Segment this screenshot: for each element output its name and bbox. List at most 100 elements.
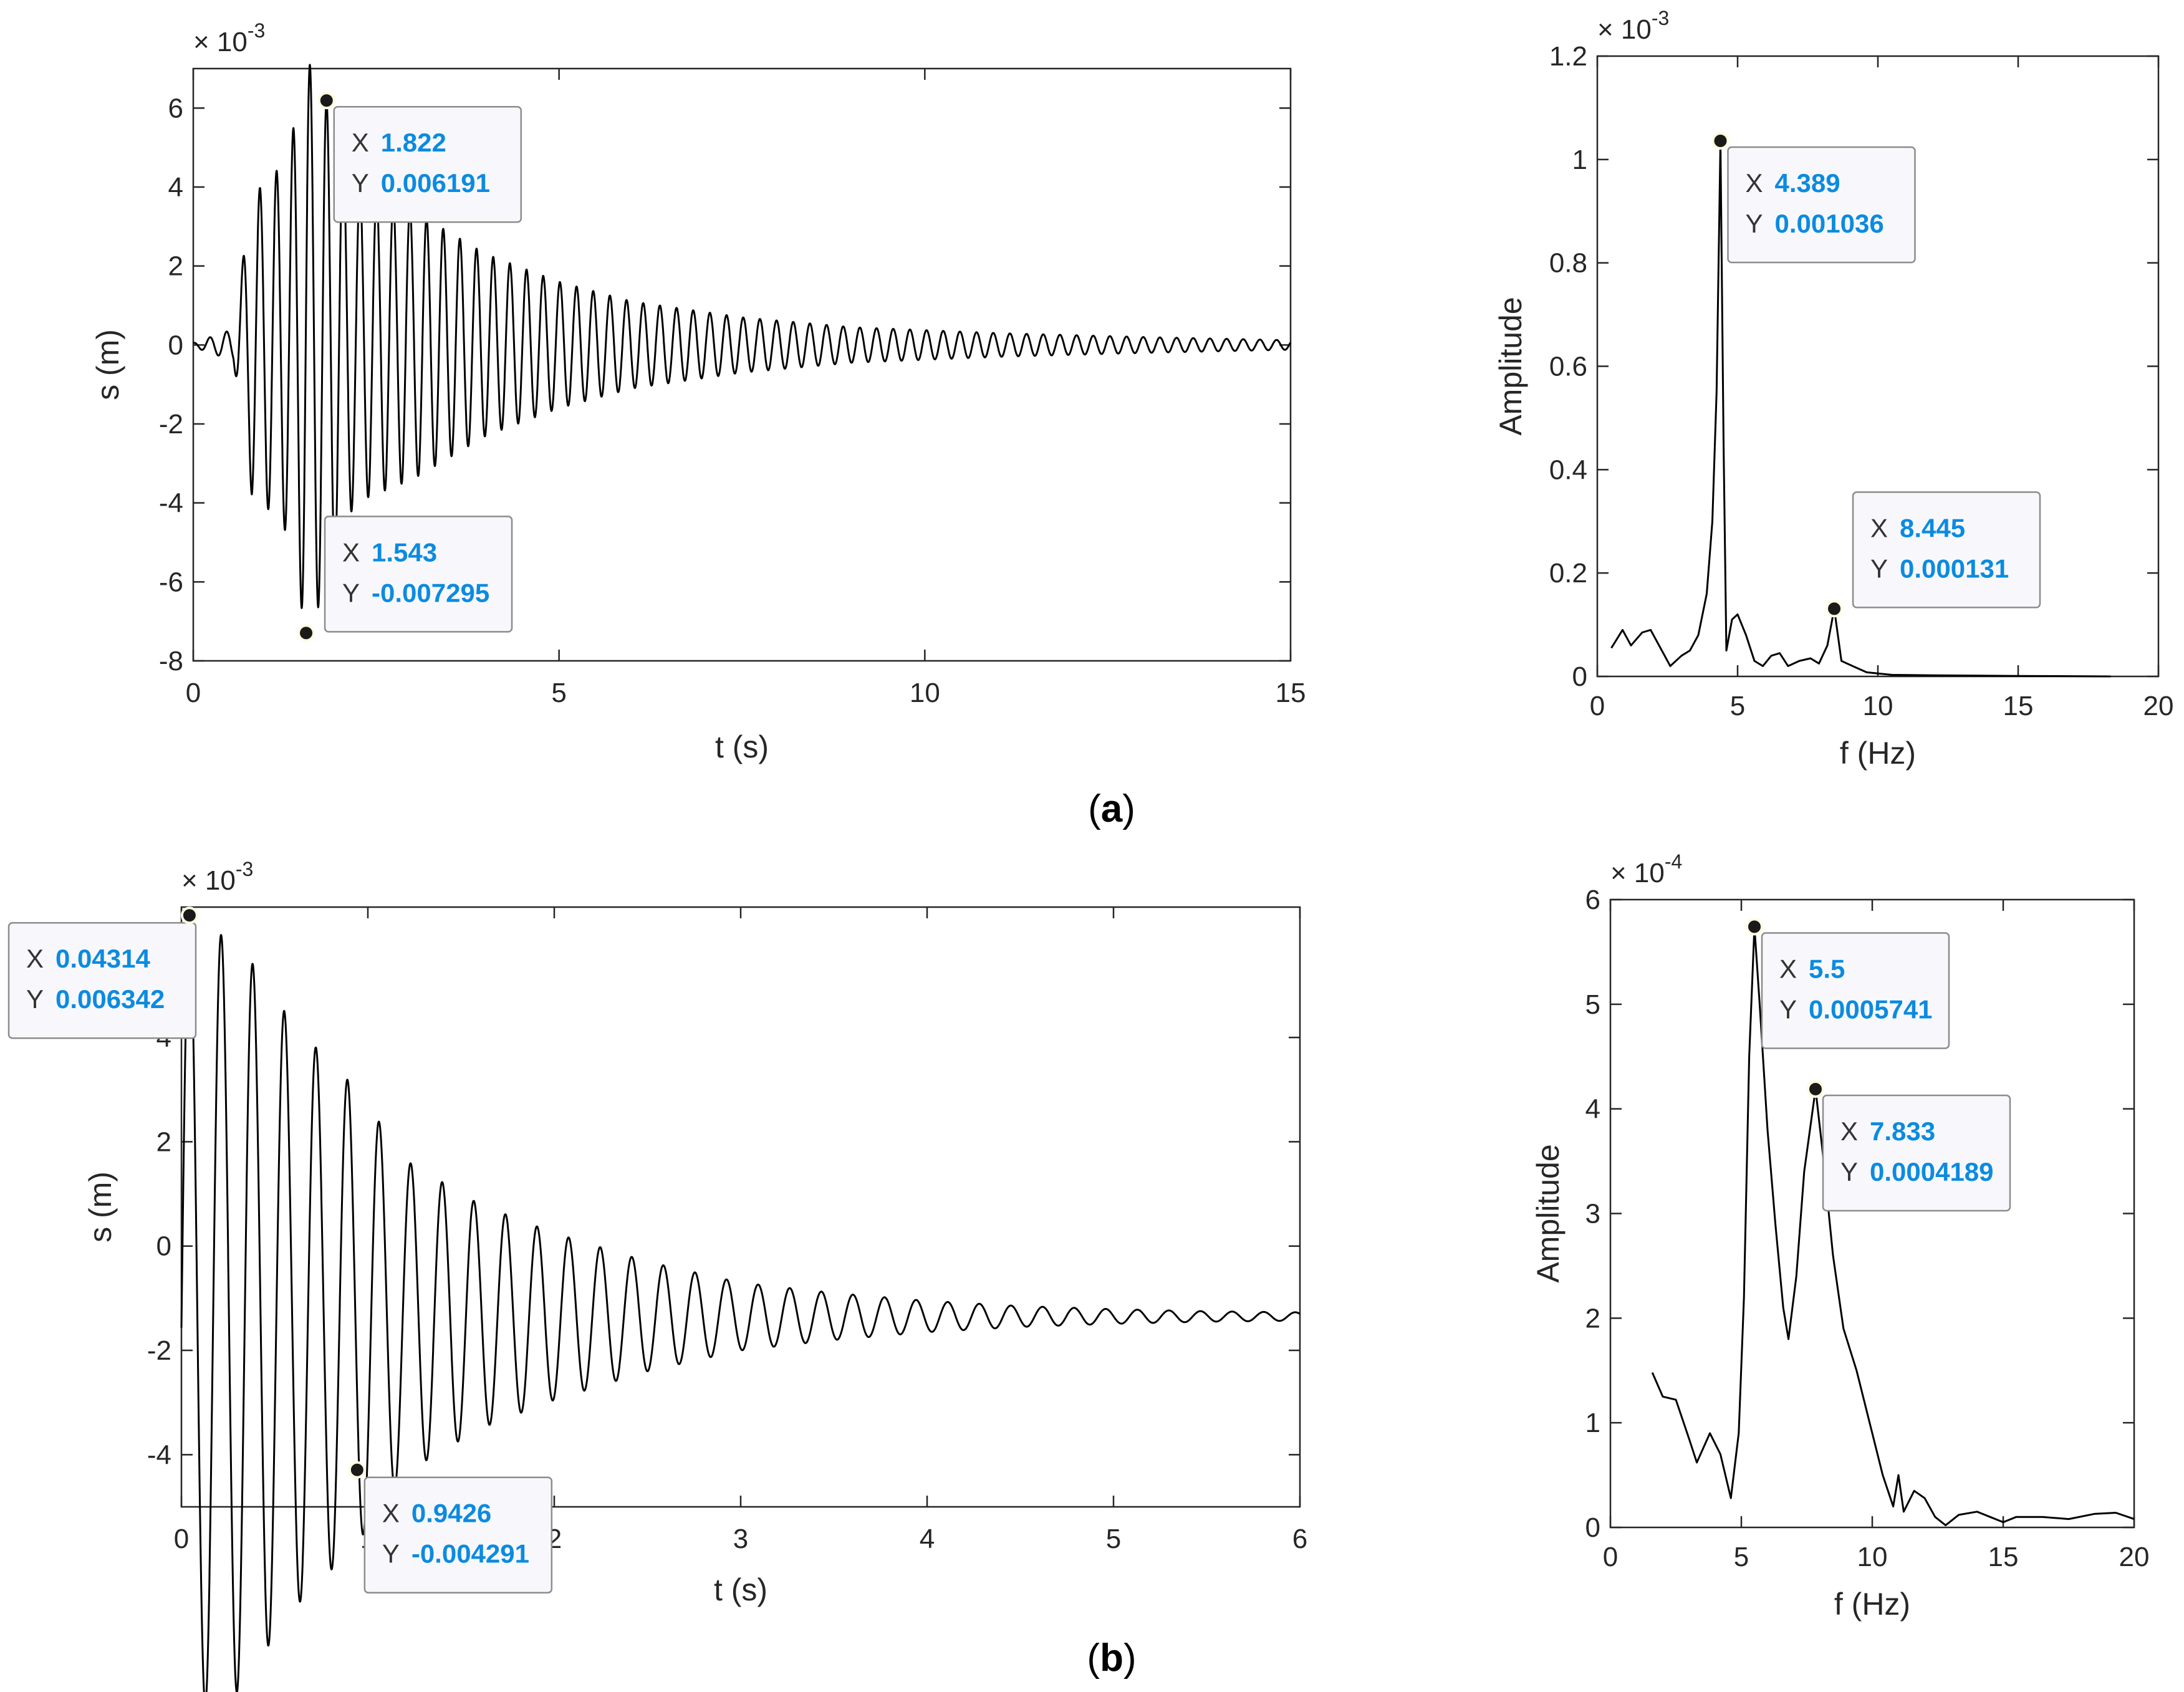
datatip: X 1.822 Y 0.006191 bbox=[333, 105, 522, 223]
x-tick-label: 20 bbox=[2119, 1542, 2150, 1572]
y-axis-label: Amplitude bbox=[1531, 1144, 1566, 1282]
data-series-line bbox=[180, 922, 1301, 1692]
datatip: X 0.9426 Y -0.004291 bbox=[363, 1476, 553, 1593]
datatip-y-value: 0.0005741 bbox=[1809, 994, 1933, 1024]
datatip-x-label: X bbox=[352, 128, 369, 157]
datatip: X 5.5 Y 0.0005741 bbox=[1761, 932, 1950, 1049]
y-tick-label: 1 bbox=[1572, 145, 1587, 175]
y-tick-label: 0.6 bbox=[1549, 352, 1587, 382]
x-tick-label: 5 bbox=[1106, 1524, 1121, 1554]
datatip-y-value: 0.006342 bbox=[55, 984, 165, 1014]
y-axis-label: Amplitude bbox=[1493, 297, 1528, 435]
datatip-y-label: Y bbox=[1746, 209, 1763, 238]
x-axis-label: t (s) bbox=[714, 1572, 767, 1607]
datatip: X 0.04314 Y 0.006342 bbox=[7, 921, 197, 1039]
caption-a-letter: a bbox=[1101, 787, 1123, 830]
multiplier-base: × 10 bbox=[1610, 858, 1665, 888]
x-tick-label: 5 bbox=[551, 678, 566, 708]
datatip-box bbox=[1822, 1094, 2011, 1212]
y-tick-label: 1.2 bbox=[1549, 41, 1587, 72]
chart-a-frequency-spectrum: 0 5 10 15 20 0 0.2 0.4 0.6 0.8 1 1.2 f (Hz) Amplitude… bbox=[1493, 7, 2173, 771]
x-tick-label: 5 bbox=[1730, 691, 1745, 721]
x-tick-label: 0 bbox=[1603, 1542, 1618, 1572]
axis-multiplier: × 10-3 bbox=[193, 19, 265, 57]
y-tick-label: 0.8 bbox=[1549, 248, 1587, 279]
datatip-y-value: 0.001036 bbox=[1775, 209, 1884, 238]
datatip-y-label: Y bbox=[1779, 994, 1797, 1024]
axis-multiplier: × 10-3 bbox=[181, 858, 253, 896]
datatip-marker bbox=[1826, 600, 1844, 618]
datatip-y-label: Y bbox=[26, 984, 44, 1014]
x-tick-label: 0 bbox=[174, 1524, 189, 1554]
x-tick-label: 10 bbox=[1857, 1542, 1888, 1572]
datatip-marker bbox=[317, 92, 335, 110]
x-tick-label: 10 bbox=[1863, 691, 1893, 721]
y-tick-label: 0.4 bbox=[1549, 454, 1587, 485]
data-series-line bbox=[1610, 140, 2111, 678]
x-tick-label: 4 bbox=[920, 1524, 935, 1554]
datatip-x-label: X bbox=[342, 537, 360, 567]
axis-multiplier: × 10-4 bbox=[1610, 850, 1682, 888]
x-tick-label: 0 bbox=[1590, 691, 1605, 721]
datatip: X 4.389 Y 0.001036 bbox=[1727, 146, 1916, 264]
datatip-x-value: 1.822 bbox=[381, 128, 446, 157]
y-tick-label: 0 bbox=[168, 330, 183, 360]
y-axis-label: s (m) bbox=[83, 1171, 118, 1243]
y-tick-label: 5 bbox=[1585, 989, 1600, 1020]
plot-frame bbox=[180, 906, 1301, 1508]
y-tick-label: 4 bbox=[168, 172, 183, 203]
datatip-y-value: -0.007295 bbox=[372, 578, 489, 607]
datatip-marker bbox=[348, 1461, 366, 1479]
y-tick-label: 2 bbox=[168, 251, 183, 282]
datatip-marker bbox=[1806, 1080, 1824, 1098]
x-axis-label: f (Hz) bbox=[1840, 736, 1916, 771]
datatip-box bbox=[1727, 146, 1916, 264]
datatip-marker bbox=[297, 624, 315, 642]
caption-b: (b) bbox=[1087, 1637, 1136, 1680]
x-tick-label: 15 bbox=[1276, 678, 1306, 708]
chart-a-time-response: 0 5 10 15 -8 -6 -4 -2 0 2 4 6 t (s) s (m) × 10-3 X 1.822… bbox=[90, 19, 1306, 764]
datatip-y-label: Y bbox=[382, 1539, 400, 1569]
datatip-box bbox=[1852, 491, 2041, 608]
datatip: X 7.833 Y 0.0004189 bbox=[1822, 1094, 2011, 1212]
multiplier-exponent: -3 bbox=[236, 858, 253, 880]
datatip-x-label: X bbox=[1870, 513, 1888, 542]
datatip-box bbox=[363, 1476, 553, 1593]
x-tick-label: 0 bbox=[186, 678, 201, 708]
x-tick-label: 15 bbox=[1988, 1542, 2019, 1572]
data-series-line bbox=[1651, 926, 2135, 1527]
datatip-marker bbox=[180, 906, 198, 925]
y-tick-label: 6 bbox=[1585, 885, 1600, 915]
x-tick-label: 10 bbox=[910, 678, 940, 708]
y-tick-label: 0.2 bbox=[1549, 558, 1587, 589]
datatip: X 1.543 Y -0.007295 bbox=[324, 516, 513, 633]
datatip-box bbox=[324, 516, 513, 633]
datatip-y-label: Y bbox=[1870, 554, 1888, 583]
y-axis-label: s (m) bbox=[90, 329, 125, 400]
x-tick-label: 6 bbox=[1292, 1524, 1307, 1554]
caption-b-letter: b bbox=[1100, 1637, 1123, 1680]
datatip-box bbox=[7, 921, 197, 1039]
y-tick-label: 3 bbox=[1585, 1199, 1600, 1229]
y-tick-label: 6 bbox=[168, 93, 183, 123]
y-tick-label: 0 bbox=[156, 1231, 171, 1262]
datatip-marker bbox=[1711, 132, 1729, 150]
x-tick-label: 20 bbox=[2143, 691, 2174, 721]
plot-frame bbox=[192, 67, 1292, 662]
x-tick-label: 3 bbox=[733, 1524, 748, 1554]
multiplier-exponent: -3 bbox=[248, 19, 265, 42]
datatip: X 8.445 Y 0.000131 bbox=[1852, 491, 2041, 608]
datatip-y-label: Y bbox=[1840, 1157, 1858, 1186]
datatip-x-label: X bbox=[1840, 1117, 1858, 1146]
datatip-x-value: 4.389 bbox=[1775, 168, 1840, 198]
multiplier-base: × 10 bbox=[181, 865, 236, 896]
datatip-x-value: 0.9426 bbox=[411, 1499, 491, 1528]
chart-b-frequency-spectrum: 0 5 10 15 20 0 1 2 3 4 5 6 f (Hz) Amplitude × 10-4 X 5.5… bbox=[1531, 850, 2149, 1622]
datatip-y-label: Y bbox=[352, 168, 369, 198]
y-tick-label: 1 bbox=[1585, 1408, 1600, 1438]
datatip-y-label: Y bbox=[342, 578, 360, 607]
x-tick-label: 15 bbox=[2003, 691, 2034, 721]
datatip-x-value: 8.445 bbox=[1900, 513, 1965, 542]
datatip-x-value: 7.833 bbox=[1870, 1117, 1935, 1146]
